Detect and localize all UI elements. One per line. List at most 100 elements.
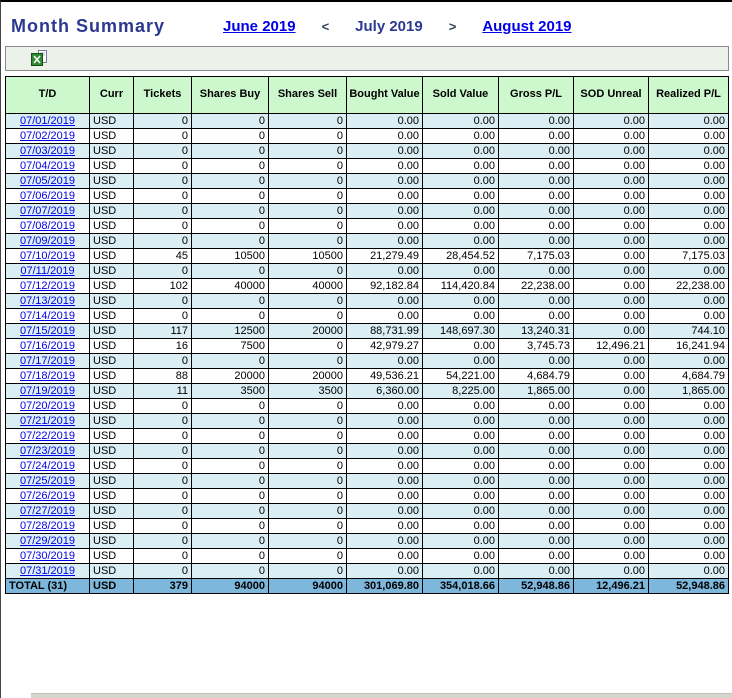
- value-cell: 0: [133, 353, 192, 369]
- value-cell: 0.00: [422, 398, 499, 414]
- value-cell: 13,240.31: [498, 323, 574, 339]
- trade-date-link[interactable]: 07/21/2019: [19, 415, 76, 427]
- trade-date-cell: 07/29/2019: [5, 533, 90, 549]
- trade-date-link[interactable]: 07/17/2019: [19, 355, 76, 367]
- currency-cell: USD: [89, 323, 134, 339]
- total-value-cell: 52,948.86: [648, 578, 729, 594]
- trade-date-cell: 07/28/2019: [5, 518, 90, 534]
- value-cell: 0.00: [422, 458, 499, 474]
- trade-date-link[interactable]: 07/04/2019: [19, 160, 76, 172]
- value-cell: 0.00: [346, 233, 423, 249]
- value-cell: 0.00: [573, 368, 649, 384]
- trade-date-link[interactable]: 07/20/2019: [19, 400, 76, 412]
- trade-date-link[interactable]: 07/10/2019: [19, 250, 76, 262]
- table-row: 07/11/2019 USD 0 0 0 0.00 0.00 0.00 0.00 0.00: [5, 263, 729, 279]
- value-cell: 0.00: [422, 428, 499, 444]
- value-cell: 0.00: [346, 413, 423, 429]
- value-cell: 0: [191, 353, 269, 369]
- trade-date-link[interactable]: 07/12/2019: [19, 280, 76, 292]
- value-cell: 49,536.21: [346, 368, 423, 384]
- trade-date-link[interactable]: 07/13/2019: [19, 295, 76, 307]
- value-cell: 0.00: [498, 443, 574, 459]
- value-cell: 0.00: [573, 488, 649, 504]
- table-row: 07/10/2019 USD 45 10500 10500 21,279.49 28,454…: [5, 248, 729, 264]
- trade-date-link[interactable]: 07/07/2019: [19, 205, 76, 217]
- table-row: 07/22/2019 USD 0 0 0 0.00 0.00 0.00 0.00 0.00: [5, 428, 729, 444]
- value-cell: 0.00: [498, 473, 574, 489]
- value-cell: 0.00: [422, 443, 499, 459]
- trade-date-link[interactable]: 07/25/2019: [19, 475, 76, 487]
- currency-cell: USD: [89, 173, 134, 189]
- value-cell: 0.00: [346, 293, 423, 309]
- trade-date-link[interactable]: 07/01/2019: [19, 115, 76, 127]
- trade-date-link[interactable]: 07/18/2019: [19, 370, 76, 382]
- trade-date-link[interactable]: 07/06/2019: [19, 190, 76, 202]
- trade-date-link[interactable]: 07/24/2019: [19, 460, 76, 472]
- trade-date-cell: 07/17/2019: [5, 353, 90, 369]
- value-cell: 0: [133, 488, 192, 504]
- value-cell: 0: [133, 128, 192, 144]
- value-cell: 7500: [191, 338, 269, 354]
- trade-date-link[interactable]: 07/15/2019: [19, 325, 76, 337]
- trade-date-link[interactable]: 07/11/2019: [20, 265, 75, 277]
- value-cell: 45: [133, 248, 192, 264]
- excel-export-icon[interactable]: [31, 50, 48, 67]
- trade-date-link[interactable]: 07/31/2019: [19, 565, 76, 577]
- trade-date-link[interactable]: 07/28/2019: [19, 520, 76, 532]
- value-cell: 0.00: [573, 413, 649, 429]
- next-month-link[interactable]: August 2019: [482, 17, 572, 35]
- trade-date-link[interactable]: 07/26/2019: [19, 490, 76, 502]
- currency-cell: USD: [89, 518, 134, 534]
- trade-date-link[interactable]: 07/19/2019: [19, 385, 76, 397]
- trade-date-link[interactable]: 07/05/2019: [19, 175, 76, 187]
- value-cell: 0.00: [346, 203, 423, 219]
- col-header-bought-value: Bought Value: [346, 76, 423, 114]
- value-cell: 0: [133, 308, 192, 324]
- trade-date-link[interactable]: 07/29/2019: [19, 535, 76, 547]
- value-cell: 0.00: [422, 413, 499, 429]
- value-cell: 0: [133, 263, 192, 279]
- value-cell: 0.00: [573, 353, 649, 369]
- table-row: 07/14/2019 USD 0 0 0 0.00 0.00 0.00 0.00 0.00: [5, 308, 729, 324]
- value-cell: 0.00: [422, 308, 499, 324]
- trade-date-link[interactable]: 07/16/2019: [19, 340, 76, 352]
- value-cell: 0: [268, 518, 347, 534]
- trade-date-cell: 07/26/2019: [5, 488, 90, 504]
- currency-cell: USD: [89, 218, 134, 234]
- horizontal-scrollbar[interactable]: [31, 693, 732, 698]
- trade-date-cell: 07/18/2019: [5, 368, 90, 384]
- value-cell: 0.00: [346, 263, 423, 279]
- value-cell: 0: [191, 548, 269, 564]
- trade-date-cell: 07/24/2019: [5, 458, 90, 474]
- value-cell: 0.00: [573, 398, 649, 414]
- trade-date-link[interactable]: 07/30/2019: [19, 550, 76, 562]
- table-row: 07/19/2019 USD 11 3500 3500 6,360.00 8,225.00 1…: [5, 383, 729, 399]
- value-cell: 102: [133, 278, 192, 294]
- value-cell: 0.00: [422, 563, 499, 579]
- trade-date-link[interactable]: 07/27/2019: [19, 505, 76, 517]
- col-header-gross-pl: Gross P/L: [498, 76, 574, 114]
- currency-cell: USD: [89, 338, 134, 354]
- value-cell: 0.00: [346, 548, 423, 564]
- trade-date-link[interactable]: 07/23/2019: [19, 445, 76, 457]
- value-cell: 744.10: [648, 323, 729, 339]
- col-header-sold-value: Sold Value: [422, 76, 499, 114]
- trade-date-link[interactable]: 07/02/2019: [19, 130, 76, 142]
- value-cell: 0: [191, 233, 269, 249]
- trade-date-link[interactable]: 07/03/2019: [19, 145, 76, 157]
- value-cell: 0.00: [498, 218, 574, 234]
- value-cell: 20000: [268, 368, 347, 384]
- value-cell: 0: [191, 188, 269, 204]
- value-cell: 0.00: [498, 413, 574, 429]
- trade-date-link[interactable]: 07/09/2019: [19, 235, 76, 247]
- trade-date-link[interactable]: 07/08/2019: [19, 220, 76, 232]
- value-cell: 0: [133, 188, 192, 204]
- prev-month-link[interactable]: June 2019: [223, 17, 296, 35]
- trade-date-link[interactable]: 07/14/2019: [19, 310, 76, 322]
- value-cell: 0.00: [573, 458, 649, 474]
- value-cell: 0: [191, 413, 269, 429]
- value-cell: 0: [191, 503, 269, 519]
- trade-date-link[interactable]: 07/22/2019: [19, 430, 76, 442]
- value-cell: 0.00: [573, 158, 649, 174]
- trade-date-cell: 07/22/2019: [5, 428, 90, 444]
